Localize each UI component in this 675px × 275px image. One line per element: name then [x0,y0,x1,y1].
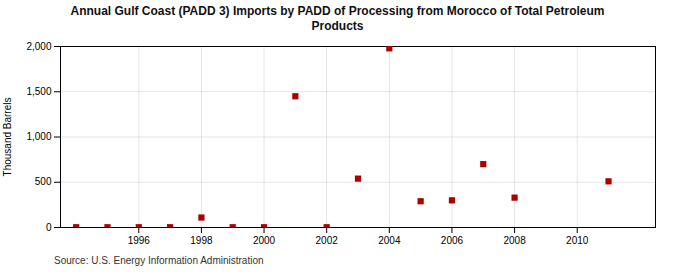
svg-text:2006: 2006 [441,235,464,246]
svg-text:500: 500 [35,176,52,187]
html-text:Annual Gulf Coast (PADD 3) Imp: Annual Gulf Coast (PADD 3) Imports by PA… [70,4,605,33]
svg-text:Thousand Barrels: Thousand Barrels [2,98,13,177]
svg-text:2008: 2008 [503,235,526,246]
svg-text:1,500: 1,500 [26,86,51,97]
html-text:Source: U.S. Energy Informatio: Source: U.S. Energy Information Administ… [54,255,264,266]
svg-text:1,000: 1,000 [26,131,51,142]
svg-text:2004: 2004 [378,235,401,246]
svg-text:2002: 2002 [316,235,339,246]
svg-text:2,000: 2,000 [26,41,51,52]
svg-text:2010: 2010 [566,235,589,246]
svg-text:1998: 1998 [190,235,213,246]
svg-text:1996: 1996 [128,235,151,246]
svg-text:0: 0 [46,222,52,233]
svg-text:2000: 2000 [253,235,276,246]
